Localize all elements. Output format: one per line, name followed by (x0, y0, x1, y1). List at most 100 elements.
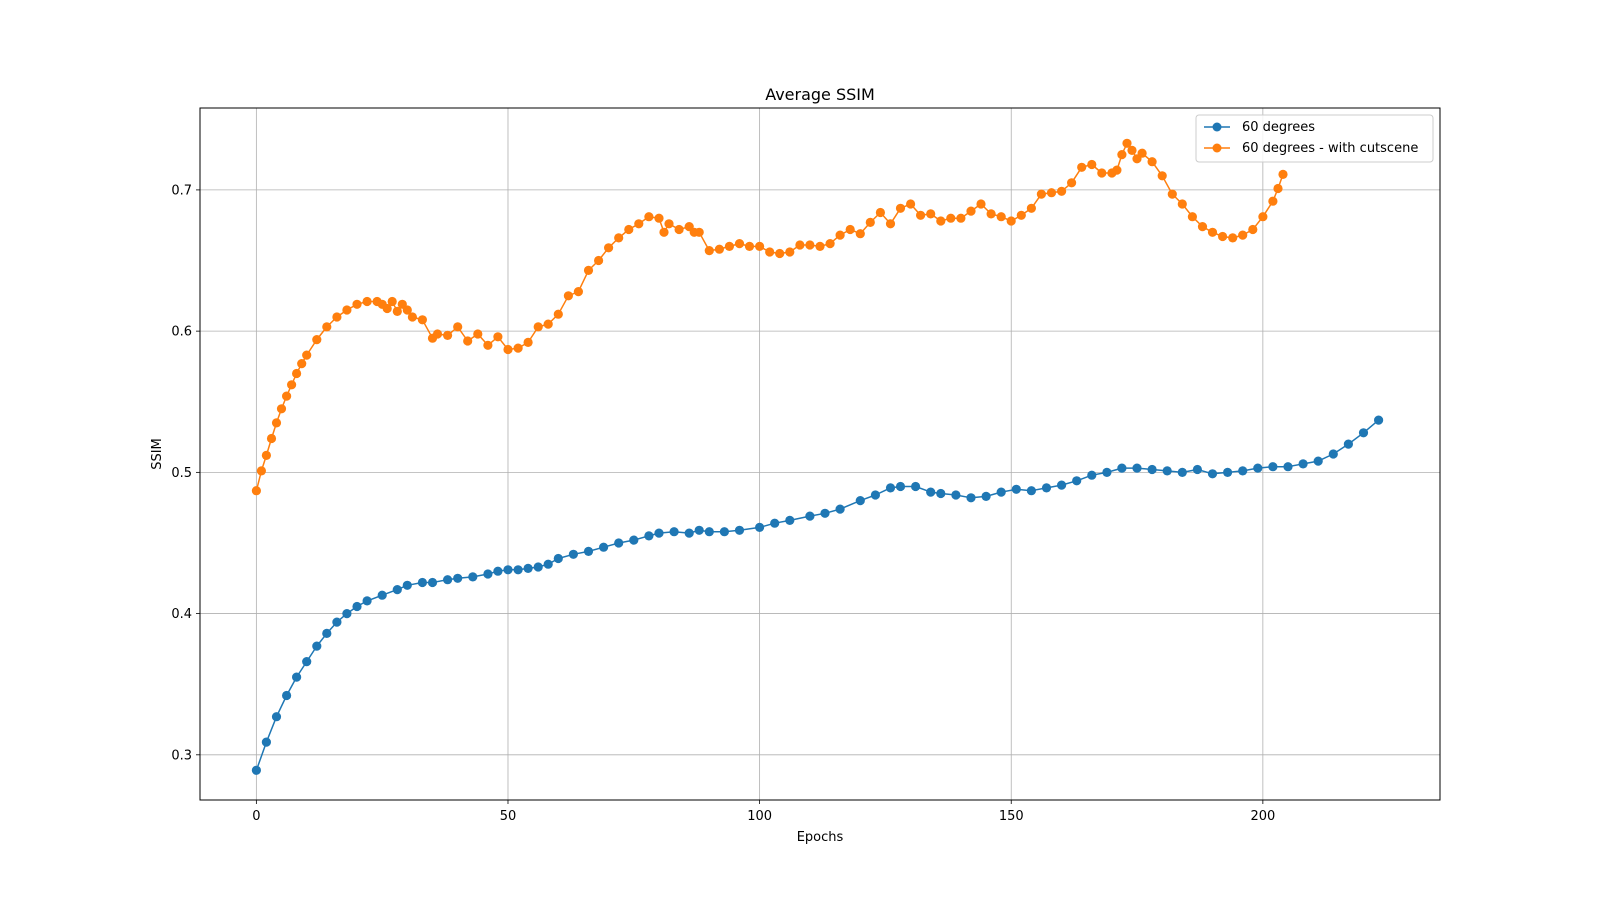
data-point (1026, 486, 1036, 496)
data-point (1298, 459, 1308, 469)
data-point (714, 244, 725, 254)
data-point (1197, 222, 1208, 232)
data-point (297, 359, 307, 369)
data-point (936, 216, 946, 226)
data-point (1207, 227, 1218, 237)
data-point (276, 404, 287, 414)
data-point (513, 343, 523, 353)
data-point (292, 368, 302, 379)
data-point (875, 207, 886, 218)
data-point (1041, 483, 1052, 493)
data-point (583, 546, 594, 557)
data-point (417, 315, 427, 325)
data-point (855, 229, 865, 239)
data-point (352, 299, 362, 309)
data-point (1268, 462, 1278, 472)
data-point (503, 565, 513, 575)
data-point (724, 241, 735, 251)
data-point (402, 580, 412, 590)
data-point (543, 319, 553, 329)
data-point (261, 737, 271, 747)
data-point (553, 309, 563, 319)
data-point (443, 330, 453, 340)
data-point (1011, 484, 1021, 494)
x-axis-label: Epochs (797, 830, 844, 845)
data-point (614, 538, 624, 548)
data-point (1162, 466, 1172, 476)
y-tick-label: 0.3 (171, 748, 192, 763)
data-point (432, 329, 443, 339)
data-point (981, 491, 991, 501)
data-point (573, 287, 584, 297)
data-point (563, 291, 574, 301)
data-point (1132, 463, 1142, 473)
series-layer (251, 138, 1384, 775)
data-point (1228, 233, 1238, 243)
data-point (1112, 165, 1122, 175)
data-point (1273, 183, 1283, 194)
data-point (1026, 203, 1036, 213)
data-point (966, 206, 976, 216)
data-point (352, 601, 362, 612)
data-point (966, 493, 976, 503)
data-point (1006, 216, 1016, 226)
data-point (1137, 148, 1147, 158)
x-tick-label: 0 (252, 809, 260, 824)
data-point (694, 227, 704, 237)
data-point (916, 210, 926, 220)
data-point (669, 527, 679, 537)
data-point (885, 219, 896, 229)
data-point (906, 199, 916, 209)
data-point (1087, 470, 1097, 480)
data-point (835, 504, 845, 514)
data-point (332, 312, 342, 322)
data-point (493, 332, 503, 342)
data-point (855, 496, 865, 506)
data-point (719, 527, 730, 537)
data-point (282, 391, 292, 401)
data-point (483, 569, 493, 579)
data-point (895, 203, 906, 213)
data-point (1248, 224, 1258, 235)
data-point (1268, 196, 1278, 206)
data-point (1036, 189, 1046, 199)
data-point (322, 322, 332, 332)
data-point (795, 240, 805, 250)
legend: 60 degrees 60 degrees - with cutscene (1195, 114, 1434, 163)
data-point (271, 418, 282, 428)
data-point (654, 213, 664, 223)
data-point (911, 481, 921, 492)
data-point (453, 573, 463, 583)
data-point (704, 527, 714, 537)
data-point (453, 322, 463, 332)
data-point (1087, 159, 1097, 170)
data-point (785, 247, 795, 257)
x-tick-label: 150 (999, 809, 1024, 824)
data-point (684, 528, 694, 538)
y-tick-label: 0.5 (171, 466, 192, 481)
series-1 (251, 138, 1288, 496)
data-point (1077, 162, 1087, 172)
data-point (1102, 467, 1112, 477)
data-point (624, 224, 634, 235)
data-point (312, 641, 322, 651)
data-point (805, 511, 815, 521)
data-point (427, 577, 438, 588)
data-point (533, 322, 543, 332)
data-point (664, 219, 674, 229)
data-point (362, 296, 372, 307)
data-point (1283, 462, 1293, 472)
data-point (392, 585, 402, 595)
data-point (302, 350, 312, 360)
data-point (1358, 428, 1369, 438)
data-point (292, 672, 302, 682)
data-point (513, 565, 523, 575)
data-point (644, 531, 654, 541)
data-point (1278, 169, 1288, 179)
data-point (312, 335, 322, 345)
data-point (1046, 188, 1057, 198)
data-point (473, 329, 483, 339)
data-point (825, 239, 835, 249)
